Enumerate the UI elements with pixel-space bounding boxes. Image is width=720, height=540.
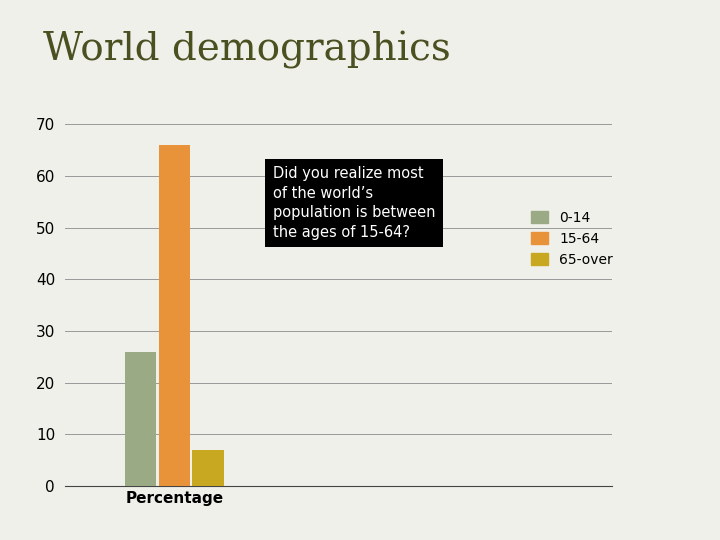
Text: Did you realize most
of the world’s
population is between
the ages of 15-64?: Did you realize most of the world’s popu… <box>273 166 435 240</box>
Legend: 0-14, 15-64, 65-over: 0-14, 15-64, 65-over <box>531 211 613 267</box>
Text: World demographics: World demographics <box>43 31 451 70</box>
Bar <box>125 352 156 486</box>
Bar <box>158 145 190 486</box>
Bar <box>192 450 224 486</box>
